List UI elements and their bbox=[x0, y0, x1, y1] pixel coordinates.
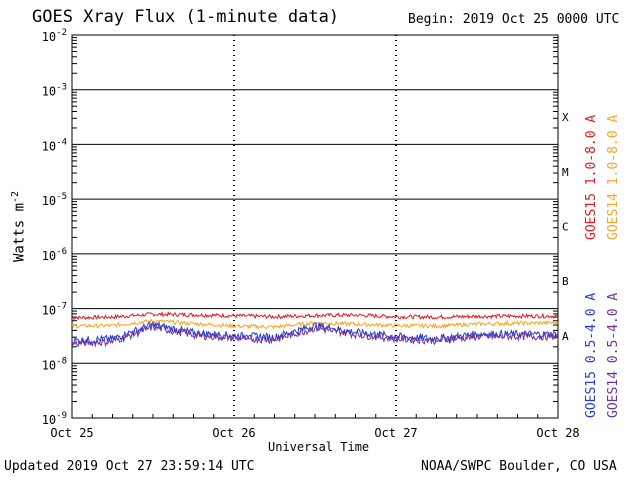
y-tick-label-exponent: -8 bbox=[56, 356, 67, 366]
y-tick-label-exponent: -2 bbox=[56, 28, 67, 38]
x-tick-label: Oct 28 bbox=[536, 426, 579, 440]
flare-class-label: C bbox=[562, 221, 569, 234]
x-tick-label: Oct 27 bbox=[374, 426, 417, 440]
y-tick-label-exponent: -3 bbox=[56, 83, 67, 93]
y-tick-label: 10-5 bbox=[42, 192, 67, 208]
flare-class-label: B bbox=[562, 275, 569, 288]
legend-goes14-long: GOES14 1.0-8.0 A bbox=[606, 114, 621, 240]
y-tick-label: 10-7 bbox=[42, 302, 67, 318]
chart-title: GOES Xray Flux (1-minute data) bbox=[32, 7, 340, 27]
updated-timestamp: Updated 2019 Oct 27 23:59:14 UTC bbox=[4, 459, 255, 474]
flare-class-label: A bbox=[562, 330, 569, 343]
flare-class-label: M bbox=[562, 166, 569, 179]
y-tick-label: 10-8 bbox=[42, 356, 67, 372]
flare-class-label: X bbox=[562, 111, 569, 124]
x-tick-label: Oct 25 bbox=[50, 426, 93, 440]
series-line-4 bbox=[71, 322, 559, 348]
y-tick-label-base: 10 bbox=[42, 30, 56, 44]
legend-goes15-long: GOES15 1.0-8.0 A bbox=[584, 114, 599, 240]
y-tick-label-base: 10 bbox=[42, 358, 56, 372]
series-line-1 bbox=[71, 311, 559, 321]
y-tick-label: 10-6 bbox=[42, 247, 67, 263]
y-tick-label-base: 10 bbox=[42, 304, 56, 318]
y-tick-label: 10-3 bbox=[42, 83, 67, 99]
legend-goes14-short: GOES14 0.5-4.0 A bbox=[606, 292, 621, 418]
y-tick-label-exponent: -7 bbox=[56, 302, 67, 312]
x-axis-label: Universal Time bbox=[268, 440, 370, 454]
begin-time-label: Begin: 2019 Oct 25 0000 UTC bbox=[408, 12, 620, 27]
credit-label: NOAA/SWPC Boulder, CO USA bbox=[421, 459, 617, 474]
y-tick-label-base: 10 bbox=[42, 139, 56, 153]
y-tick-label-base: 10 bbox=[42, 413, 56, 427]
y-tick-label: 10-4 bbox=[42, 137, 67, 153]
y-tick-label-exponent: -4 bbox=[56, 137, 67, 147]
legend-goes15-short: GOES15 0.5-4.0 A bbox=[584, 292, 599, 418]
x-tick-label: Oct 26 bbox=[212, 426, 255, 440]
y-tick-label-base: 10 bbox=[42, 85, 56, 99]
y-tick-label: 10-2 bbox=[42, 28, 67, 44]
y-tick-label-exponent: -5 bbox=[56, 192, 67, 202]
y-tick-label-exponent: -9 bbox=[56, 411, 67, 421]
series-line-3 bbox=[71, 321, 559, 346]
y-tick-label-exponent: -6 bbox=[56, 247, 67, 257]
y-tick-label-base: 10 bbox=[42, 249, 56, 263]
y-tick-label: 10-9 bbox=[42, 411, 67, 427]
y-tick-label-base: 10 bbox=[42, 194, 56, 208]
plot-frame bbox=[71, 34, 559, 419]
